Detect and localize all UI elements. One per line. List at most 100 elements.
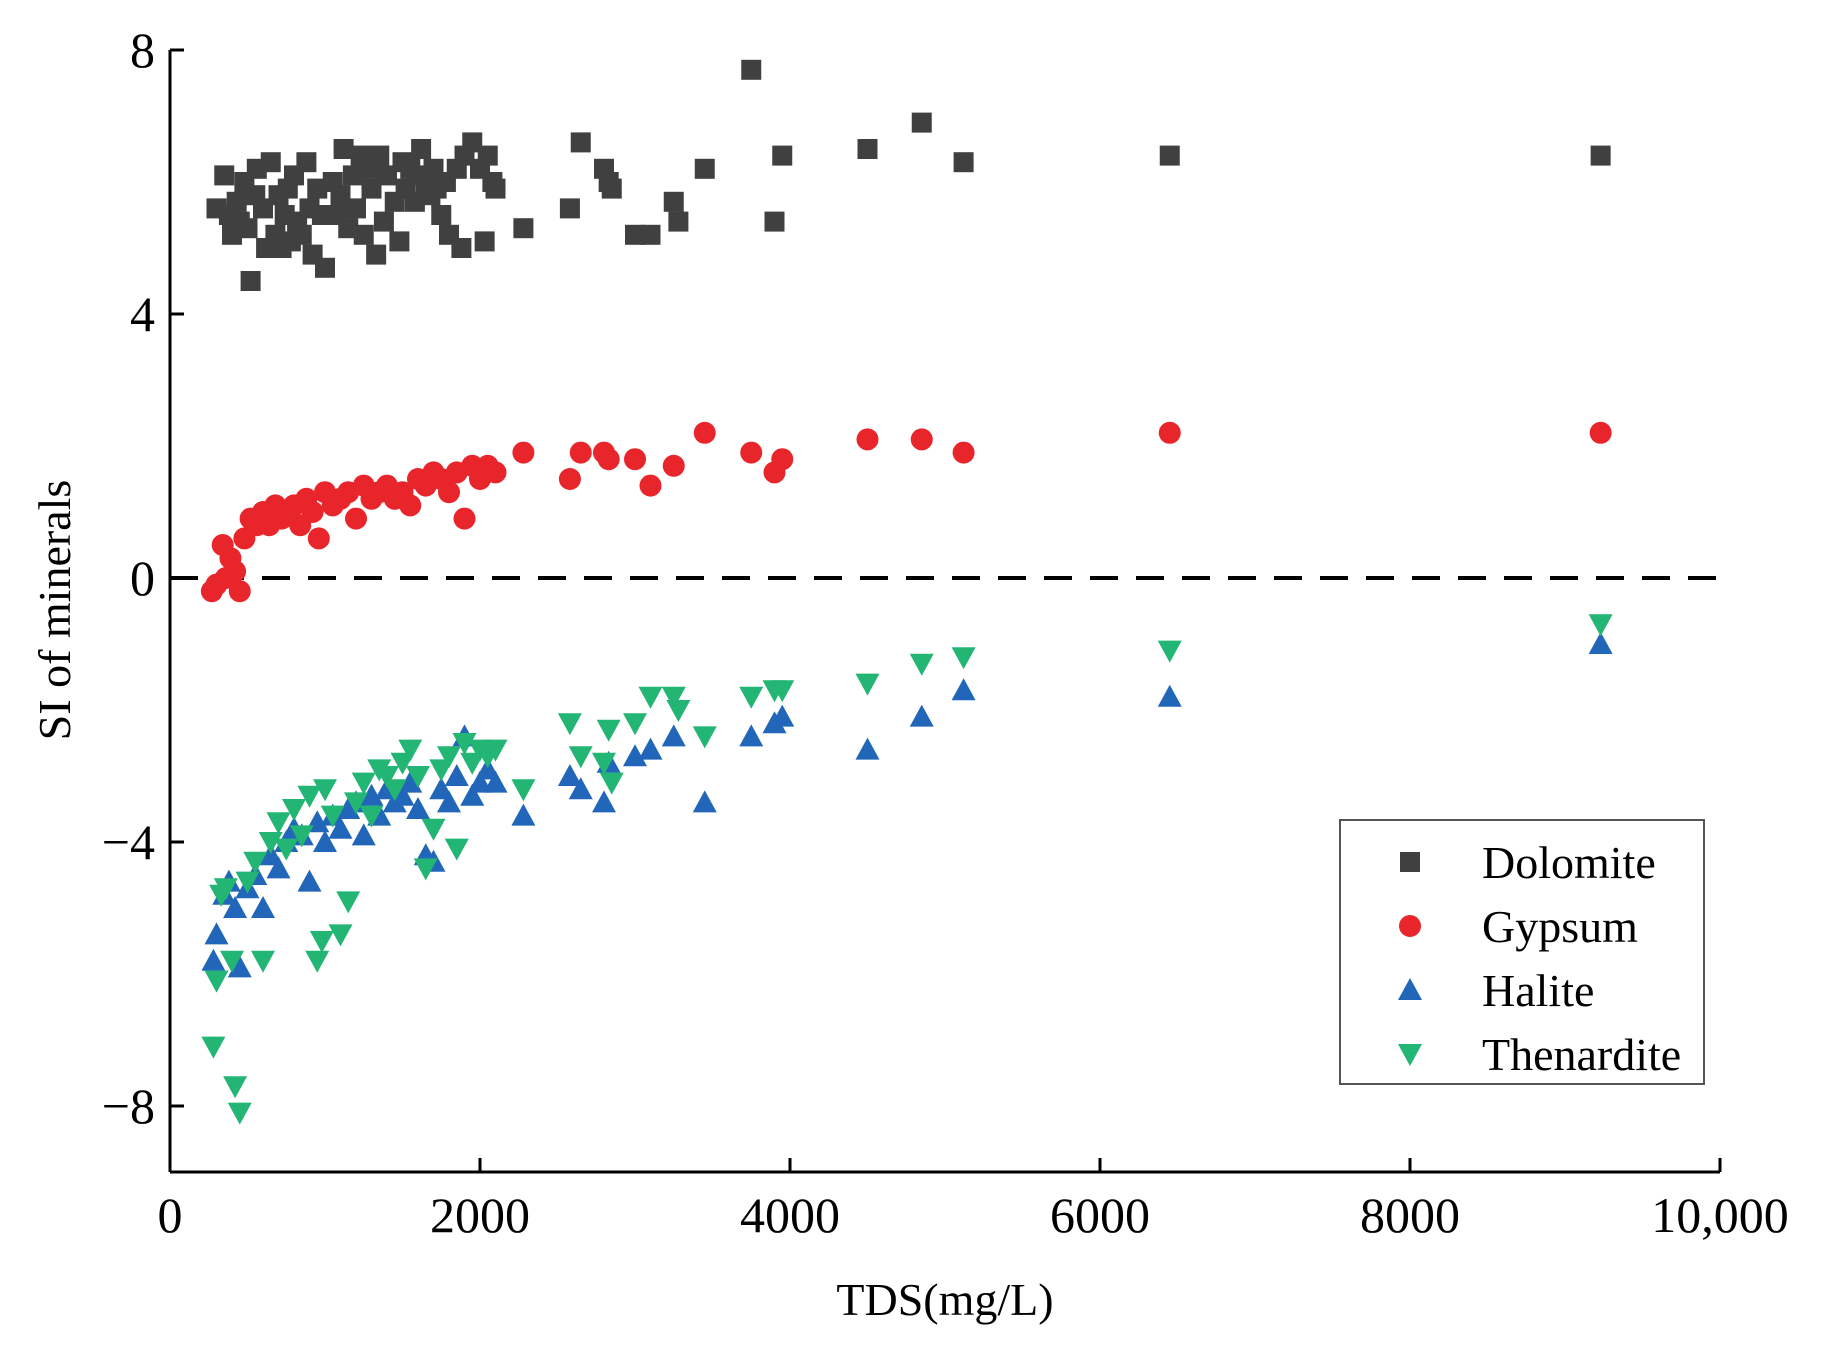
dolomite-point [663, 191, 684, 212]
dolomite-point [226, 191, 247, 212]
halite-point [223, 896, 248, 918]
dolomite-series [206, 59, 1611, 291]
halite-point [297, 869, 322, 892]
thenardite-point [351, 772, 376, 795]
dolomite-point [411, 139, 432, 159]
dolomite-point [330, 185, 351, 206]
dolomite-point [366, 244, 387, 265]
thenardite-point [592, 752, 616, 775]
dolomite-point [291, 224, 312, 245]
x-tick-label: 8000 [1360, 1187, 1460, 1243]
gypsum-point [228, 580, 251, 603]
halite-point [204, 922, 229, 945]
y-tick-label: −4 [102, 814, 155, 870]
halite-point [251, 896, 275, 918]
thenardite-point [223, 1076, 248, 1099]
dolomite-point [857, 139, 878, 159]
dolomite-point [296, 152, 317, 173]
legend-label-halite: Halite [1482, 965, 1594, 1016]
dolomite-point [342, 165, 363, 186]
halite-point [359, 783, 384, 806]
dolomite-point [559, 198, 580, 219]
halite-point [266, 856, 291, 879]
halite-point [770, 704, 795, 727]
x-tick-label: 4000 [740, 1187, 840, 1243]
gypsum-point [740, 441, 763, 464]
halite-point [328, 816, 353, 839]
dolomite-point [485, 178, 506, 199]
thenardite-point [243, 851, 268, 874]
halite-point [511, 803, 536, 826]
thenardite-point [1588, 614, 1613, 637]
thenardite-point [638, 686, 663, 709]
dolomite-point [431, 205, 452, 225]
thenardite-point [258, 832, 283, 854]
halite-point [460, 783, 485, 806]
dolomite-point [477, 145, 498, 166]
thenardite-point [382, 779, 407, 802]
x-axis-title: TDS(mg/L) [836, 1274, 1053, 1325]
thenardite-point [421, 818, 446, 841]
thenardite-point [204, 970, 229, 993]
thenardite-point [282, 799, 306, 821]
y-tick-label: 4 [130, 286, 155, 342]
thenardite-point [855, 673, 880, 696]
x-tick-label: 10,000 [1651, 1187, 1789, 1243]
thenardite-point [511, 779, 536, 802]
dolomite-point [1159, 145, 1180, 166]
legend-marker-dolomite [1400, 852, 1420, 872]
dolomite-point [253, 198, 273, 219]
gypsum-series [200, 421, 1612, 603]
gypsum-point [438, 481, 460, 504]
halite-point [351, 823, 376, 846]
thenardite-point [305, 950, 330, 973]
dolomite-point [474, 231, 495, 252]
gypsum-point [856, 428, 879, 451]
thenardite-point [297, 785, 322, 808]
halite-point [201, 948, 226, 971]
halite-point [568, 777, 593, 800]
y-ticks: −8 −4 0 4 8 [102, 22, 184, 1134]
thenardite-point [599, 772, 624, 795]
thenardite-point [770, 680, 795, 703]
dolomite-point [911, 112, 932, 133]
thenardite-point [320, 805, 345, 828]
x-tick-label: 2000 [430, 1187, 530, 1243]
thenardite-point [661, 686, 686, 709]
gypsum-point [484, 461, 507, 484]
gypsum-point [569, 441, 592, 464]
dolomite-point [373, 211, 394, 232]
dolomite-point [741, 59, 762, 80]
halite-point [592, 790, 616, 813]
dolomite-point [361, 178, 382, 199]
legend-marker-gypsum [1399, 915, 1421, 937]
gypsum-point [597, 448, 620, 471]
thenardite-point [557, 713, 582, 736]
dolomite-point [353, 224, 374, 245]
legend-marker-halite [1398, 978, 1422, 1000]
dolomite-point [377, 165, 397, 186]
thenardite-point [359, 805, 384, 828]
dolomite-point [315, 257, 335, 278]
legend-label-gypsum: Gypsum [1482, 901, 1638, 952]
thenardite-point [596, 719, 621, 742]
gypsum-point [624, 448, 646, 471]
halite-point [855, 737, 880, 760]
thenardite-point [336, 891, 361, 914]
thenardite-series [201, 614, 1613, 1125]
halite-point [398, 770, 423, 793]
gypsum-point [910, 428, 933, 451]
thenardite-point [313, 779, 337, 802]
halite-point [557, 764, 582, 786]
dolomite-point [694, 158, 715, 179]
gypsum-point [952, 441, 975, 464]
halite-point [661, 724, 686, 747]
halite-point [406, 797, 430, 819]
dolomite-point [513, 218, 534, 239]
dolomite-point [237, 218, 258, 239]
gypsum-point [693, 421, 716, 444]
dolomite-point [772, 145, 793, 166]
thenardite-point [692, 726, 717, 749]
legend-label-thenardite: Thenardite [1482, 1029, 1681, 1080]
